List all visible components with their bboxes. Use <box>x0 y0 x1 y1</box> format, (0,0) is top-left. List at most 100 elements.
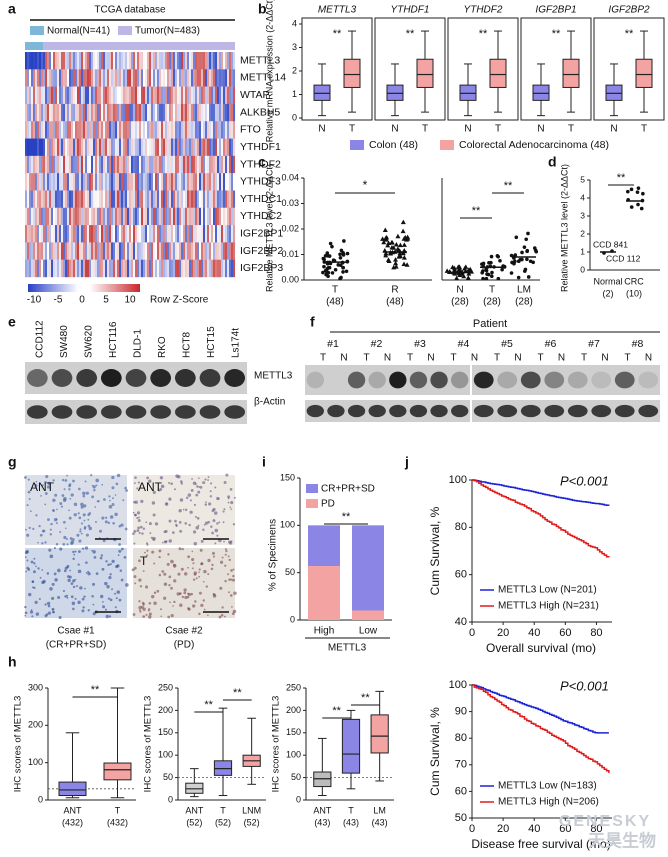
heatmap-cell <box>219 242 222 260</box>
panel-label: d <box>548 154 557 170</box>
heatmap-cell <box>219 121 222 139</box>
heatmap-cell <box>111 86 114 105</box>
heatmap-cell <box>227 190 230 208</box>
scale-tick-label: 5 <box>103 295 109 306</box>
heatmap-cell <box>59 190 62 208</box>
heatmap-cell <box>91 207 94 226</box>
point <box>380 236 386 241</box>
heatmap-cell <box>207 173 210 191</box>
heatmap-cell <box>41 259 44 278</box>
cell <box>115 482 119 486</box>
cell <box>152 538 155 541</box>
heatmap-cell <box>101 121 104 139</box>
heatmap-cell <box>205 138 208 157</box>
heatmap-cell <box>209 155 212 174</box>
heatmap-cell <box>67 121 70 139</box>
cell <box>136 487 139 490</box>
cell <box>68 488 71 491</box>
heatmap-cell <box>89 207 92 226</box>
cell <box>133 482 136 484</box>
heatmap-cell <box>75 225 78 243</box>
heatmap-cell <box>209 138 212 157</box>
heatmap-cell <box>63 69 66 87</box>
heatmap-cell <box>225 121 228 139</box>
heatmap-cell <box>107 103 110 122</box>
heatmap-cell <box>221 259 224 278</box>
heatmap-cell <box>73 190 76 208</box>
heatmap-cell <box>61 69 64 87</box>
cell <box>59 502 63 505</box>
heatmap-cell <box>37 69 40 87</box>
cell <box>164 502 169 506</box>
heatmap-cell <box>115 138 118 157</box>
heatmap-cell <box>155 173 158 191</box>
heatmap-cell <box>77 207 80 226</box>
point <box>528 259 533 264</box>
cell <box>41 484 44 487</box>
heatmap-cell <box>165 103 168 122</box>
heatmap-cell <box>55 155 58 174</box>
heatmap-cell <box>31 207 34 226</box>
heatmap-cell <box>181 207 184 226</box>
heatmap-cell <box>147 225 150 243</box>
cell <box>105 560 108 563</box>
heatmap-cell <box>227 69 230 87</box>
x-tick-label: 60 <box>559 627 571 639</box>
cell <box>79 528 82 531</box>
lane-label: N <box>558 353 565 364</box>
cell <box>52 610 55 614</box>
cell <box>222 510 225 513</box>
y-tick-label: 0 <box>290 614 295 624</box>
cell <box>108 495 111 498</box>
cell <box>148 479 152 483</box>
cell <box>198 591 202 595</box>
cell <box>103 498 106 501</box>
cell <box>231 606 233 608</box>
y-tick-label: 0 <box>296 794 301 804</box>
panel-label: g <box>8 454 17 470</box>
heatmap-cell <box>67 207 70 226</box>
heatmap-cell <box>219 155 222 174</box>
heatmap-cell <box>181 69 184 87</box>
cell <box>229 594 233 597</box>
heatmap-cell <box>197 86 200 105</box>
cell <box>99 529 103 533</box>
cell <box>139 525 143 529</box>
heatmap-cell <box>165 207 168 226</box>
point <box>393 257 399 262</box>
p-value: P<0.001 <box>560 473 609 488</box>
heatmap-cell <box>203 103 206 122</box>
cell <box>116 473 121 478</box>
heatmap-cell <box>63 86 66 105</box>
heatmap-cell <box>205 103 208 122</box>
heatmap-cell <box>201 121 204 139</box>
heatmap-cell <box>171 207 174 226</box>
significance: ** <box>406 28 415 40</box>
heatmap-cell <box>215 207 218 226</box>
cell <box>223 508 226 511</box>
heatmap-cell <box>139 69 142 87</box>
cell <box>203 569 207 574</box>
heatmap-cell <box>51 121 54 139</box>
heatmap-cell <box>201 52 204 70</box>
heatmap-cell <box>113 138 116 157</box>
cell <box>218 521 221 524</box>
heatmap-cell <box>79 69 82 87</box>
heatmap-cell <box>185 121 188 139</box>
heatmap-cell <box>81 173 84 191</box>
cell <box>228 591 230 594</box>
cell <box>203 608 206 611</box>
patient-label: #7 <box>588 338 600 350</box>
heatmap-cell <box>225 242 228 260</box>
heatmap-cell <box>95 225 98 243</box>
heatmap-cell <box>37 173 40 191</box>
heatmap-cell <box>51 138 54 157</box>
cell <box>55 522 58 525</box>
cell <box>142 570 145 572</box>
heatmap-cell <box>135 190 138 208</box>
heatmap-cell <box>131 173 134 191</box>
point <box>382 227 388 233</box>
cell <box>223 481 227 485</box>
heatmap-cell <box>169 155 172 174</box>
cell <box>145 613 148 616</box>
